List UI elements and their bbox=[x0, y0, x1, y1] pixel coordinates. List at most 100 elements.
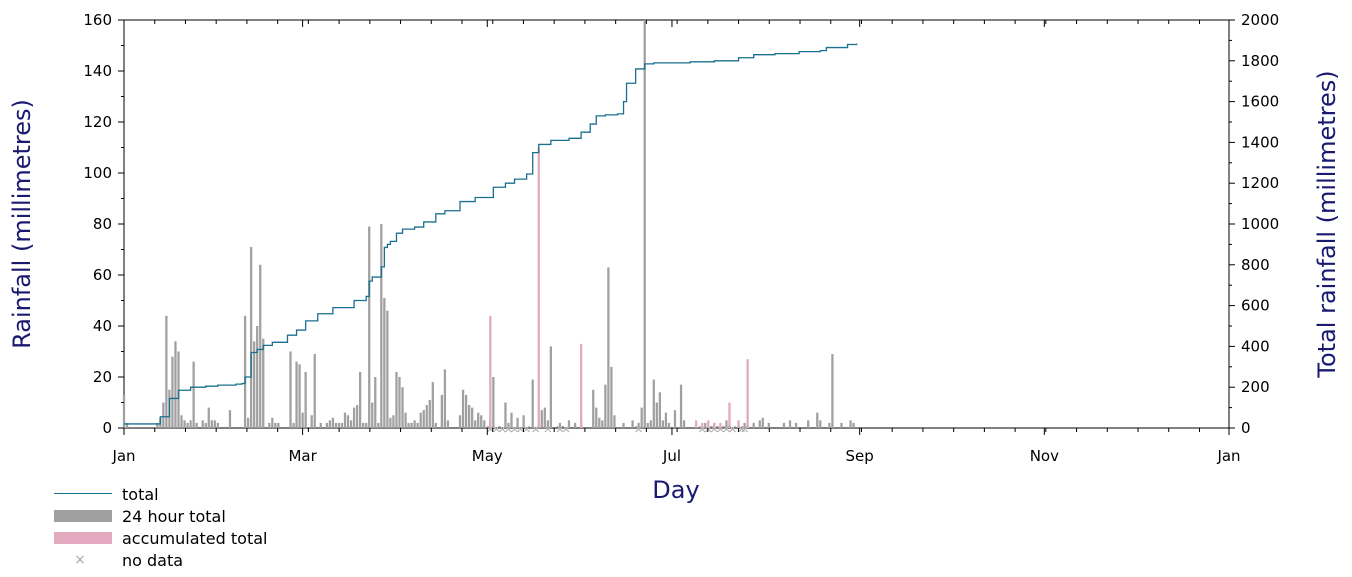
bar-24-hour-total bbox=[310, 415, 313, 428]
x-tick-label: Jul bbox=[662, 447, 681, 465]
bar-24-hour-total bbox=[461, 389, 465, 428]
bar-24-hour-total bbox=[162, 402, 165, 428]
bar-24-hour-total bbox=[349, 420, 353, 428]
bar-24-hour-total bbox=[250, 246, 253, 428]
bar-24-hour-total bbox=[404, 412, 407, 428]
bar-24-hour-total bbox=[343, 412, 347, 428]
bar-24-hour-total bbox=[667, 422, 671, 428]
bar-24-hour-total bbox=[819, 420, 822, 428]
x-marker-icon: × bbox=[74, 552, 86, 568]
bar-accumulated-total bbox=[537, 147, 540, 428]
bar-24-hour-total bbox=[480, 415, 483, 428]
y-left-tick-label: 0 bbox=[102, 419, 112, 437]
bar-24-hour-total bbox=[174, 341, 177, 428]
bar-24-hour-total bbox=[292, 422, 295, 428]
bar-24-hour-total bbox=[331, 417, 335, 428]
bar-24-hour-total bbox=[413, 420, 416, 428]
bar-24-hour-total bbox=[407, 422, 410, 428]
bar-24-hour-total bbox=[374, 377, 377, 428]
y-right-tick-label: 200 bbox=[1241, 378, 1270, 396]
legend-item-accumulated-total: accumulated total bbox=[48, 527, 267, 549]
y-left-tick-label: 80 bbox=[93, 215, 112, 233]
gray-bar-swatch bbox=[54, 510, 112, 522]
bar-accumulated-total bbox=[713, 422, 716, 428]
bar-24-hour-total bbox=[359, 371, 362, 428]
bar-24-hour-total bbox=[416, 422, 419, 428]
no-data-marker bbox=[523, 425, 530, 433]
bar-24-hour-total bbox=[228, 410, 232, 428]
y-axis-right-title: Total rainfall (millimetres) bbox=[1313, 70, 1341, 378]
bar-24-hour-total bbox=[598, 417, 601, 428]
bar-24-hour-total bbox=[262, 338, 265, 428]
bar-24-hour-total bbox=[355, 405, 359, 428]
bar-24-hour-total bbox=[195, 422, 198, 428]
bar-24-hour-total bbox=[607, 267, 610, 428]
bar-24-hour-total bbox=[631, 420, 634, 428]
bar-24-hour-total bbox=[419, 412, 422, 428]
no-data-marker bbox=[717, 425, 724, 433]
y-axis-left-title: Rainfall (millimetres) bbox=[8, 99, 36, 349]
bar-24-hour-total bbox=[782, 422, 786, 428]
bar-24-hour-total bbox=[492, 377, 495, 428]
bar-24-hour-total bbox=[122, 394, 126, 428]
bar-24-hour-total bbox=[637, 422, 640, 428]
bar-24-hour-total bbox=[794, 422, 798, 428]
bar-24-hour-total bbox=[661, 420, 665, 428]
bar-24-hour-total bbox=[325, 422, 328, 428]
no-data-marker bbox=[562, 425, 570, 433]
bar-accumulated-total bbox=[701, 422, 704, 428]
bar-24-hour-total bbox=[567, 420, 571, 428]
bar-24-hour-total bbox=[271, 417, 274, 428]
no-data-marker bbox=[635, 425, 643, 433]
bar-24-hour-total bbox=[601, 420, 604, 428]
bar-24-hour-total bbox=[243, 315, 247, 428]
bar-24-hour-total bbox=[328, 420, 331, 428]
bar-24-hour-total bbox=[380, 224, 383, 428]
bar-accumulated-total bbox=[489, 315, 492, 428]
bar-24-hour-total bbox=[304, 371, 307, 428]
bar-24-hour-total bbox=[649, 420, 652, 428]
y-axis-right: 0 200 400 600 800 1000 1200 1400 1600 1800 2000 bbox=[1229, 11, 1279, 437]
bar-24-hour-total bbox=[504, 402, 507, 428]
bar-24-hour-total bbox=[434, 422, 437, 428]
bar-24-hour-total bbox=[274, 422, 277, 428]
bar-24-hour-total bbox=[346, 415, 350, 428]
bar-24-hour-total bbox=[171, 356, 174, 428]
legend-item-total: total bbox=[48, 483, 267, 505]
legend-item-24-hour-total: 24 hour total bbox=[48, 505, 267, 527]
x-tick-label: Mar bbox=[288, 447, 317, 465]
bar-24-hour-total bbox=[655, 402, 658, 428]
bar-24-hour-total bbox=[831, 354, 834, 428]
y-left-tick-label: 140 bbox=[83, 62, 112, 80]
bar-24-hour-total bbox=[313, 354, 316, 428]
y-left-tick-label: 120 bbox=[83, 113, 112, 131]
bar-24-hour-total bbox=[368, 226, 371, 428]
bar-24-hour-total bbox=[425, 405, 428, 428]
bar-24-hour-total bbox=[207, 407, 210, 428]
bar-24-hour-total bbox=[352, 407, 356, 428]
x-axis: Jan Mar May Jul Sep Nov Jan bbox=[111, 20, 1241, 465]
bar-24-hour-total bbox=[543, 407, 546, 428]
bar-24-hour-total bbox=[725, 420, 728, 428]
legend-label: accumulated total bbox=[122, 528, 268, 548]
bar-24-hour-total bbox=[377, 422, 380, 428]
bar-24-hour-total bbox=[213, 420, 216, 428]
bar-accumulated-total bbox=[719, 422, 722, 428]
bar-24-hour-total bbox=[431, 382, 434, 428]
bar-24-hour-total bbox=[365, 422, 368, 428]
y-right-tick-label: 1000 bbox=[1241, 215, 1279, 233]
bar-24-hour-total bbox=[201, 420, 204, 428]
bar-24-hour-total bbox=[259, 264, 262, 428]
bar-24-hour-total bbox=[516, 417, 519, 428]
bars-accumulated-total bbox=[489, 147, 749, 428]
no-data-marker bbox=[532, 425, 540, 433]
legend-label: 24 hour total bbox=[122, 506, 226, 526]
bar-24-hour-total bbox=[216, 422, 219, 428]
y-left-tick-label: 20 bbox=[93, 368, 112, 386]
bar-24-hour-total bbox=[401, 387, 404, 428]
line-swatch bbox=[48, 487, 112, 501]
bar-24-hour-total bbox=[125, 422, 129, 428]
bar-24-hour-total bbox=[256, 326, 259, 428]
bar-24-hour-total bbox=[807, 420, 810, 428]
